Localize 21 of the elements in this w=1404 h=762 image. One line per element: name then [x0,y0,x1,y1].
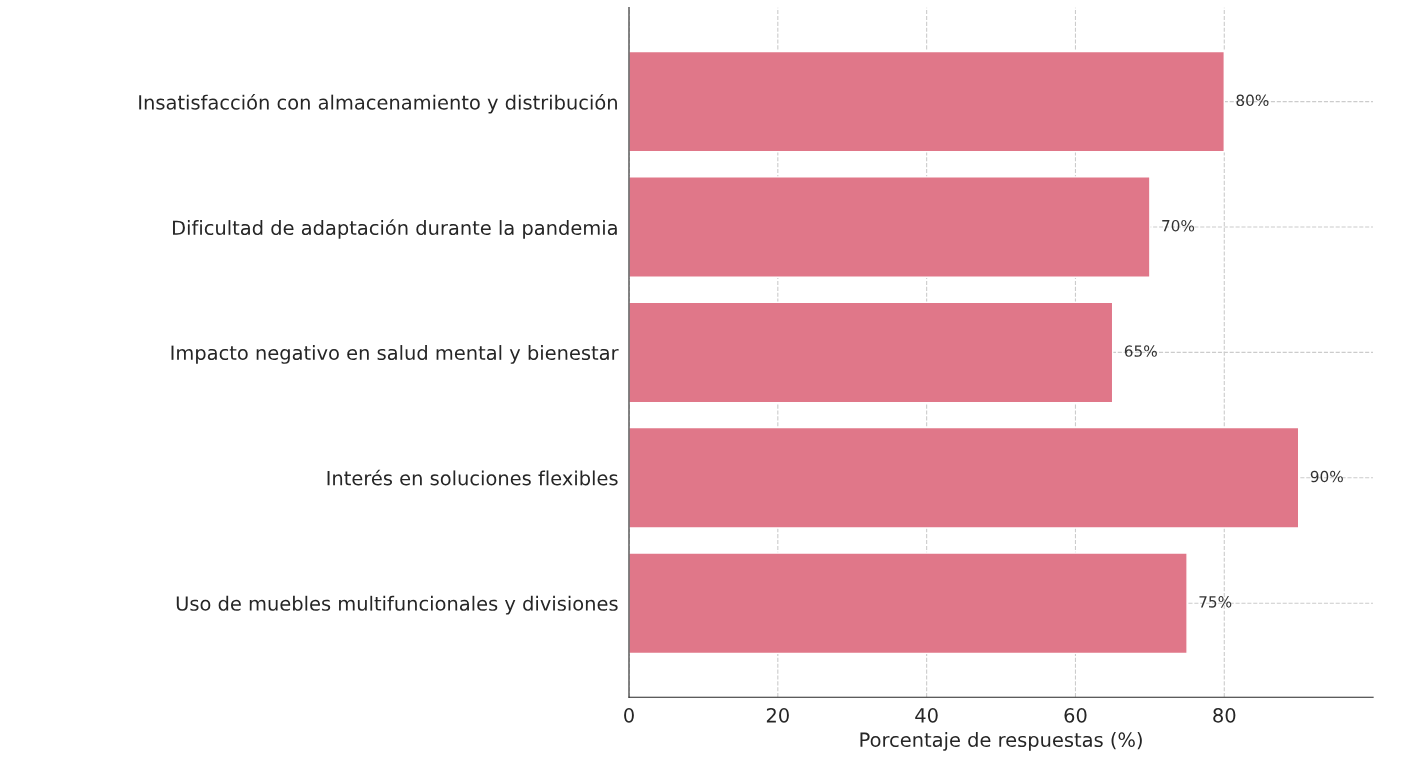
y-tick-label: Insatisfacción con almacenamiento y distribución [139,93,617,114]
y-tick-label: Impacto negativo en salud mental y bienestar [171,345,619,364]
data-label: 90% [1310,470,1343,483]
bar [628,552,1188,655]
x-axis-title: Porcentaje de respuestas (%) [860,732,1142,751]
data-label: 70% [1162,219,1195,232]
data-label: 80% [1236,94,1269,107]
y-tick-label: Uso de muebles multifuncionales y divisiones [176,595,618,615]
data-label: 65% [1124,345,1157,357]
bar [628,50,1225,153]
y-tick-label: Interés en soluciones flexibles [327,469,618,486]
x-tick-label: 0 [624,707,634,723]
x-tick-label: 20 [766,707,789,723]
data-label: 75% [1199,596,1232,608]
bar [628,301,1114,404]
x-tick-label: 60 [1064,707,1087,723]
x-tick-label: 40 [915,707,938,723]
bar [628,426,1300,529]
bar [628,176,1151,278]
y-tick-label: Dificultad de adaptación durante la pandemia [173,219,617,239]
x-tick-label: 80 [1213,707,1236,723]
